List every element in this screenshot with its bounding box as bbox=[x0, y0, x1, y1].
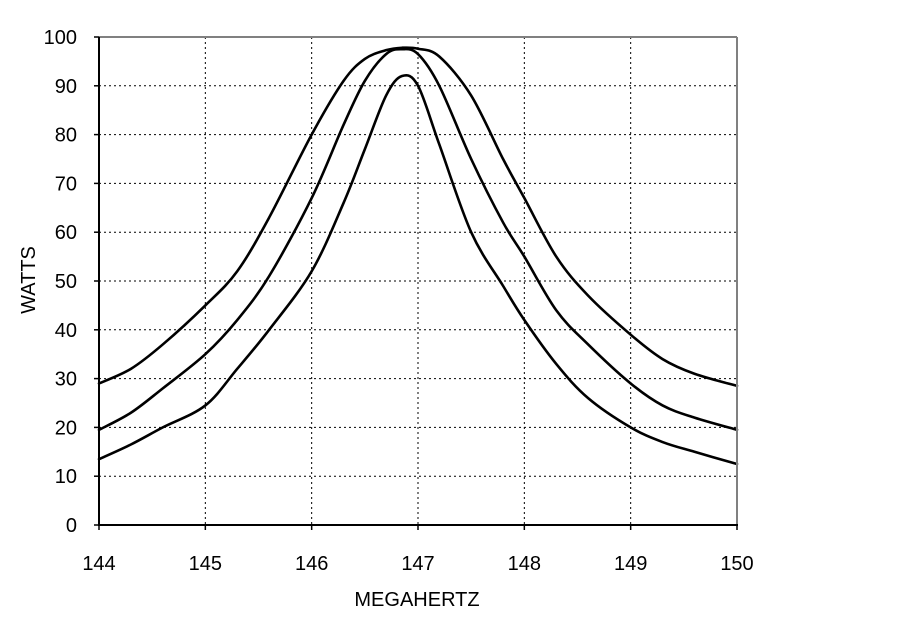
x-tick-label: 150 bbox=[720, 553, 753, 575]
x-tick-label: 146 bbox=[295, 553, 328, 575]
y-tick-label: 90 bbox=[55, 76, 77, 98]
y-tick-label: 30 bbox=[55, 369, 77, 391]
x-tick-label: 147 bbox=[401, 553, 434, 575]
series-line-1 bbox=[97, 46, 739, 388]
y-axis-title: WATTS bbox=[18, 246, 40, 314]
x-tick-labels: 144 145 146 147 148 149 150 bbox=[82, 553, 753, 575]
series-line-3 bbox=[97, 73, 739, 466]
y-tick-labels: 0 10 20 30 40 50 60 70 80 90 100 bbox=[44, 27, 77, 537]
plot-frame bbox=[94, 36, 738, 530]
x-tick-label: 149 bbox=[614, 553, 647, 575]
x-tick-label: 145 bbox=[189, 553, 222, 575]
x-tick-label: 148 bbox=[508, 553, 541, 575]
series-line-2 bbox=[97, 47, 739, 432]
x-tick-label: 144 bbox=[82, 553, 115, 575]
y-tick-label: 70 bbox=[55, 173, 77, 195]
y-tick-label: 10 bbox=[55, 466, 77, 488]
y-tick-label: 100 bbox=[44, 27, 77, 49]
y-tick-label: 40 bbox=[55, 320, 77, 342]
y-tick-label: 50 bbox=[55, 271, 77, 293]
series-lines bbox=[97, 46, 739, 466]
grid-lines bbox=[99, 37, 737, 525]
y-tick-label: 20 bbox=[55, 417, 77, 439]
y-tick-label: 0 bbox=[66, 515, 77, 537]
y-tick-label: 80 bbox=[55, 125, 77, 147]
x-axis-title: MEGAHERTZ bbox=[354, 589, 479, 611]
y-tick-label: 60 bbox=[55, 222, 77, 244]
